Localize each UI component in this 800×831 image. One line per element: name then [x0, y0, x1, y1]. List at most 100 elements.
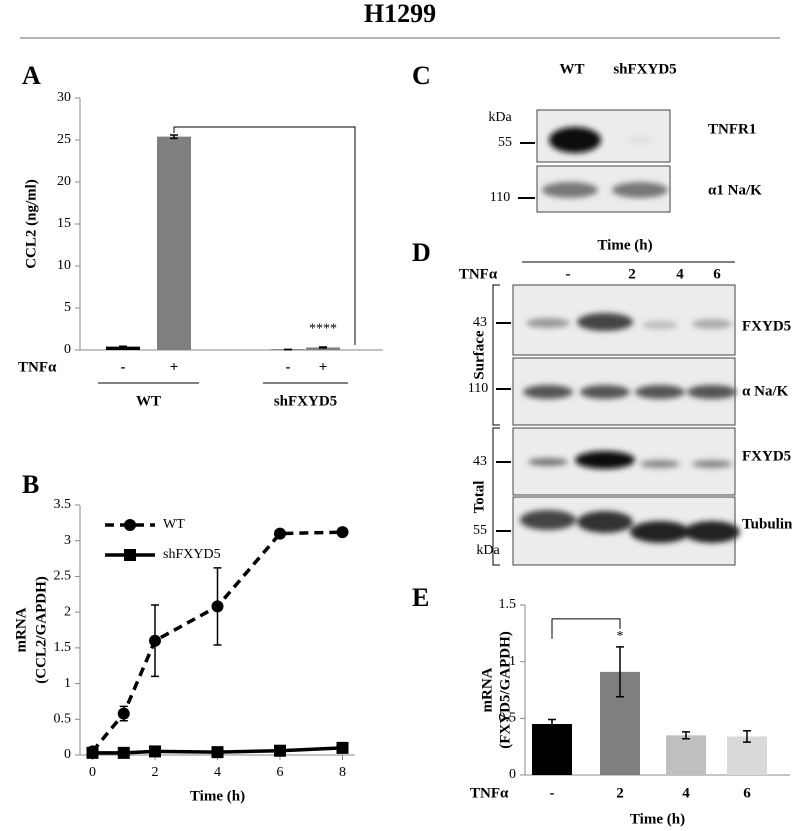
panel-letter: B	[22, 470, 39, 499]
unit-label: kDa	[476, 543, 500, 558]
annotation: *	[617, 629, 624, 644]
error-bar	[548, 718, 556, 730]
blot-strip	[536, 109, 671, 163]
fraction-bracket	[492, 284, 500, 566]
y-tick-label: 20	[57, 174, 71, 189]
unit-label: kDa	[488, 110, 512, 125]
y-tick-label: 25	[57, 132, 71, 147]
point	[86, 746, 99, 759]
panel-letter: A	[22, 61, 41, 90]
error-bar	[743, 730, 751, 743]
y-tick-label: 15	[57, 216, 71, 231]
point	[149, 634, 161, 647]
point	[211, 600, 224, 613]
lane-label: -	[566, 266, 571, 282]
error-bar	[119, 345, 127, 348]
x-tick-label: 8	[339, 765, 346, 780]
lane-label: 2	[628, 266, 636, 282]
y-tick-label: 30	[57, 90, 71, 105]
marker-label: 43	[473, 315, 487, 330]
protein-label: α1 Na/K	[708, 182, 762, 198]
marker-label: 55	[498, 135, 512, 150]
annotation: ****	[309, 322, 337, 337]
bar	[666, 735, 706, 775]
y-tick-label: 0.5	[499, 711, 517, 726]
y-tick-label: 1.5	[54, 640, 72, 655]
y-tick-label: 1.5	[499, 597, 517, 612]
row-label: TNFα	[18, 359, 57, 375]
x-tick-label: 6	[743, 785, 751, 801]
protein-label: α Na/K	[742, 383, 789, 399]
bands	[542, 127, 668, 198]
legend-marker	[124, 549, 136, 561]
x-tick-label: 2	[152, 765, 159, 780]
y-axis-label: mRNA	[13, 607, 29, 652]
figure-title: H1299	[364, 0, 436, 28]
marker-label: 55	[473, 523, 487, 538]
protein-label: FXYD5	[742, 448, 791, 464]
y-tick-label: 0	[64, 342, 71, 357]
bar	[727, 736, 767, 775]
protein-label: TNFR1	[708, 121, 756, 137]
bar	[106, 346, 140, 350]
point	[149, 745, 161, 758]
y-tick-label: 2	[64, 604, 71, 619]
fraction-label: Surface	[471, 330, 487, 379]
point	[274, 744, 286, 757]
bar	[306, 347, 340, 350]
x-tick-label: 2	[616, 785, 624, 801]
blot-d: D Time (h) TNFα - 2 4 6	[412, 237, 793, 566]
y-tick-label: 0	[509, 767, 516, 782]
x-axis-label: Time (h)	[630, 811, 685, 827]
protein-label: Tubulin	[742, 516, 793, 532]
x-tick-label: 4	[682, 785, 690, 801]
legend-label: shFXYD5	[163, 547, 221, 562]
lane-label: 6	[713, 266, 721, 282]
point	[336, 526, 349, 539]
x-tick-label: -	[550, 785, 555, 801]
error-bar	[319, 346, 327, 349]
point	[211, 746, 224, 759]
point	[274, 527, 286, 540]
error-bar	[616, 646, 624, 698]
error-bar	[170, 134, 178, 140]
row-label: TNFα	[459, 266, 498, 282]
y-tick-label: 1	[509, 654, 516, 669]
legend-label: WT	[163, 517, 185, 532]
x-tick-label: 4	[214, 765, 221, 780]
point	[117, 707, 130, 720]
y-tick-label: 10	[57, 258, 71, 273]
y-axis-label: CCL2 (ng/ml)	[23, 179, 39, 269]
marker-label: 110	[490, 190, 510, 205]
panel-letter: D	[412, 238, 431, 267]
y-tick-label: 0.5	[54, 712, 72, 727]
bands	[520, 313, 740, 543]
y-tick-label: 1	[64, 676, 71, 691]
y-axis-label: mRNA	[479, 667, 495, 712]
panel-letter: C	[412, 61, 431, 90]
y-tick-label: 3	[64, 533, 71, 548]
x-tick-label: +	[319, 359, 328, 375]
significance-bracket	[551, 618, 621, 639]
x-tick-label: -	[286, 359, 291, 375]
error-bar	[682, 731, 690, 740]
lane-label: 4	[676, 266, 684, 282]
x-tick-label: 6	[277, 765, 284, 780]
y-tick-label: 3.5	[54, 497, 72, 512]
y-tick-label: 2.5	[54, 569, 72, 584]
bar	[532, 724, 572, 775]
x-tick-label: 0	[89, 765, 96, 780]
y-tick-label: 0	[64, 747, 71, 762]
lane-label: shFXYD5	[613, 61, 676, 77]
panel-letter: E	[412, 583, 429, 612]
significance-bracket	[173, 126, 356, 345]
point	[336, 741, 349, 754]
group-label: WT	[136, 393, 161, 409]
y-axis-label: (FXYD5/GAPDH)	[497, 631, 513, 748]
x-tick-label: -	[121, 359, 126, 375]
x-tick-label: +	[170, 359, 179, 375]
row-label: TNFα	[470, 785, 509, 801]
legend-marker	[124, 519, 136, 531]
lane-label: WT	[559, 61, 584, 77]
